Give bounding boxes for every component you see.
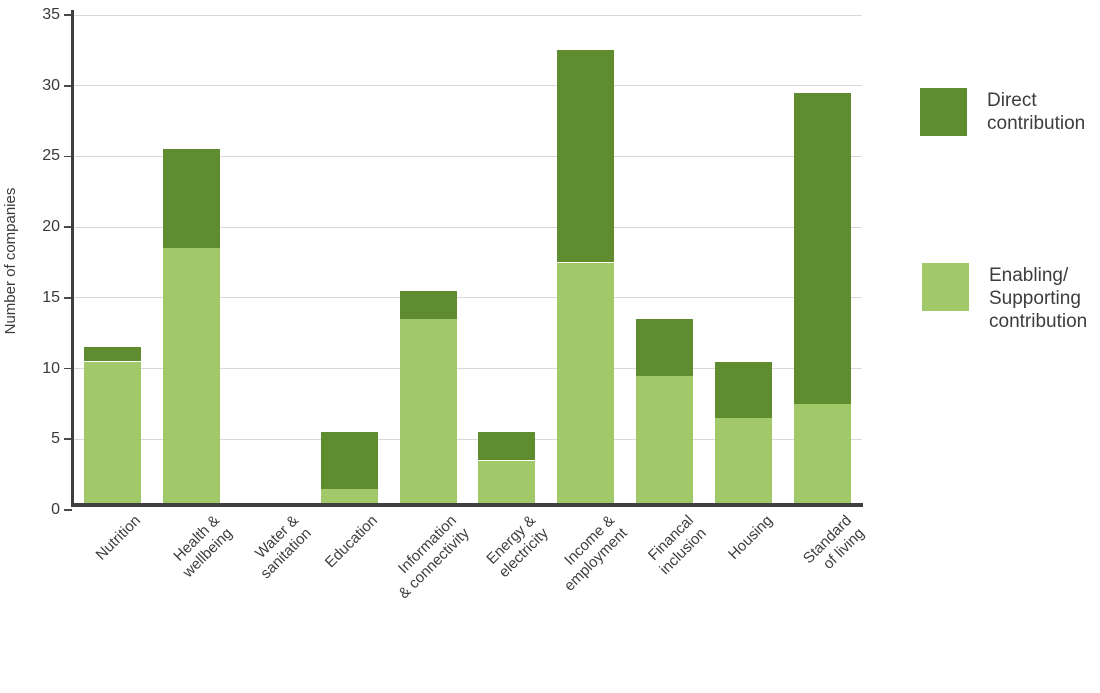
y-axis-title: Number of companies [2, 187, 19, 335]
y-tick-label: 0 [51, 501, 60, 518]
x-axis-label: Standard of living [799, 512, 868, 573]
legend-label-direct-contribution: Direct contribution [987, 90, 1086, 134]
legend-swatch-enabling-supporting-contribution [922, 263, 969, 311]
gridline [73, 226, 862, 228]
stacked-bar-chart: Number of companies 0 5 10 15 20 25 30 35 Nutrit… [2, 6, 1087, 602]
y-tick-mark [64, 14, 72, 16]
y-tick-label: 15 [42, 288, 60, 306]
y-axis-line [71, 10, 74, 505]
x-axis-line [71, 503, 863, 507]
bar-segment-enabling-supporting [794, 403, 852, 503]
y-tick-label: 30 [42, 76, 60, 94]
legend-swatch-direct-contribution [920, 88, 967, 136]
bar-segment-direct [162, 149, 220, 249]
y-tick-mark [64, 297, 72, 299]
y-tick-mark [64, 226, 72, 228]
gridline [73, 438, 862, 440]
y-tick-label: 25 [42, 147, 60, 165]
gridline [73, 297, 862, 299]
gridline [73, 368, 862, 370]
bar-segment-direct [636, 319, 694, 376]
legend-label-enabling-supporting-contribution: Enabling/ Supporting contribution [989, 265, 1088, 332]
bar-segment-direct [399, 290, 457, 320]
y-tick-mark [64, 438, 72, 441]
y-tick-mark [64, 155, 72, 158]
y-tick-mark [64, 367, 72, 370]
y-tick-label: 35 [42, 6, 60, 23]
gridline [73, 155, 862, 157]
bar-segment-direct [320, 432, 378, 489]
bar-segment-enabling-supporting [715, 418, 773, 503]
y-tick-label: 20 [42, 218, 60, 236]
legend-entry-direct: Direct contribution [920, 88, 1085, 136]
bar-segment-enabling-supporting [478, 460, 536, 503]
legend-entry-enabling: Enabling/ Supporting contribution [922, 263, 1087, 333]
bar-segment-enabling-supporting [83, 361, 141, 503]
y-tick-mark [64, 84, 72, 87]
bar-segment-enabling-supporting [320, 488, 378, 503]
y-tick-label: 5 [51, 430, 60, 448]
gridline [73, 85, 862, 87]
bar-segment-direct [557, 50, 615, 263]
bar-segment-direct [794, 92, 852, 404]
bar-segment-enabling-supporting [399, 319, 457, 503]
bar-segment-enabling-supporting [162, 248, 220, 503]
bar-segment-direct [478, 432, 536, 461]
y-tick-label: 10 [42, 359, 60, 377]
bar-segment-enabling-supporting [636, 375, 694, 503]
bar-segment-direct [715, 361, 773, 419]
bar-segment-direct [83, 347, 141, 362]
bar-segment-enabling-supporting [557, 262, 615, 503]
gridline [73, 14, 862, 16]
y-tick-mark [64, 509, 72, 511]
